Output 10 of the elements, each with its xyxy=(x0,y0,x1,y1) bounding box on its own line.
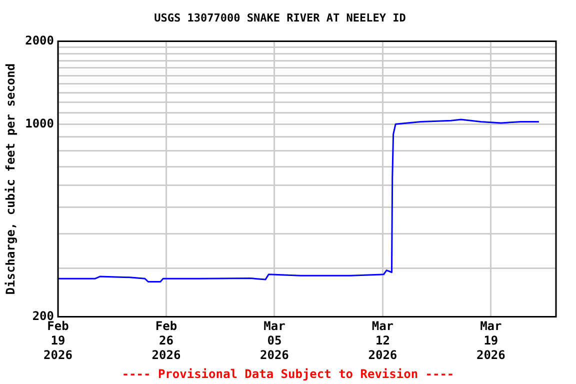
x-tick-label: Feb 26 2026 xyxy=(152,319,181,362)
x-tick-label: Mar 19 2026 xyxy=(476,319,506,362)
x-tick-label: Feb 19 2026 xyxy=(44,319,72,362)
x-tick-label: Mar 05 2026 xyxy=(260,319,289,362)
y-axis-title: Discharge, cubic feet per second xyxy=(3,63,18,295)
chart-title: USGS 13077000 SNAKE RIVER AT NEELEY ID xyxy=(154,11,406,24)
text: ---- Provisional Data Subject to Revision ---- xyxy=(122,367,454,382)
y-tick-label: 1000 xyxy=(25,116,54,130)
y-tick-label: 2000 xyxy=(25,33,54,48)
x-tick-label: Mar 12 2026 xyxy=(368,319,398,362)
